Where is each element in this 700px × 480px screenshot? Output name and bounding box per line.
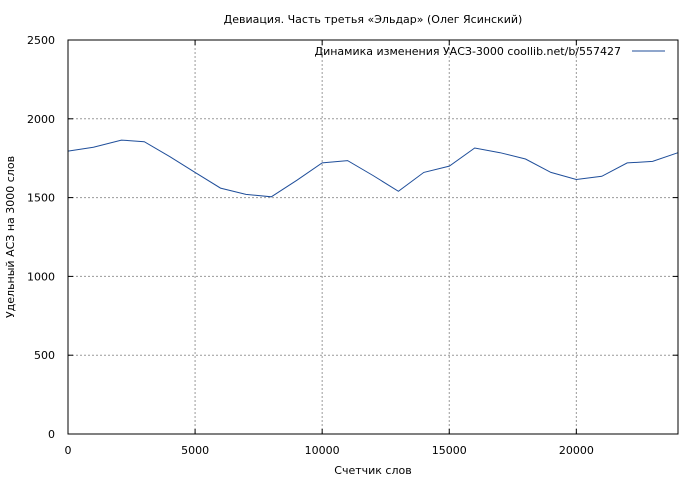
series-layer bbox=[67, 139, 679, 198]
y-tick-label: 1000 bbox=[27, 270, 55, 283]
x-tick-label: 0 bbox=[65, 444, 72, 457]
x-axis-label: Счетчик слов bbox=[334, 464, 411, 477]
y-tick-label: 2000 bbox=[27, 113, 55, 126]
chart-title: Девиация. Часть третья «Эльдар» (Олег Яс… bbox=[224, 13, 523, 26]
axis-ticks: 0 5000 10000 15000 20000 0 500 1000 1500 2000 2500 bbox=[27, 34, 678, 457]
x-tick-label: 15000 bbox=[432, 444, 467, 457]
y-tick-label: 1500 bbox=[27, 192, 55, 205]
x-tick-label: 10000 bbox=[305, 444, 340, 457]
grid-lines bbox=[68, 40, 678, 434]
legend: Динамика изменения УАСЗ-3000 coollib.net… bbox=[315, 45, 665, 58]
x-tick-label: 20000 bbox=[559, 444, 594, 457]
y-tick-label: 500 bbox=[34, 349, 55, 362]
series-line-0 bbox=[67, 139, 679, 198]
y-tick-label: 2500 bbox=[27, 34, 55, 47]
plot-frame bbox=[67, 39, 679, 435]
legend-label: Динамика изменения УАСЗ-3000 coollib.net… bbox=[315, 45, 622, 58]
y-axis-label: Удельный АСЗ на 3000 слов bbox=[4, 156, 17, 318]
x-tick-label: 5000 bbox=[181, 444, 209, 457]
y-tick-label: 0 bbox=[48, 428, 55, 441]
